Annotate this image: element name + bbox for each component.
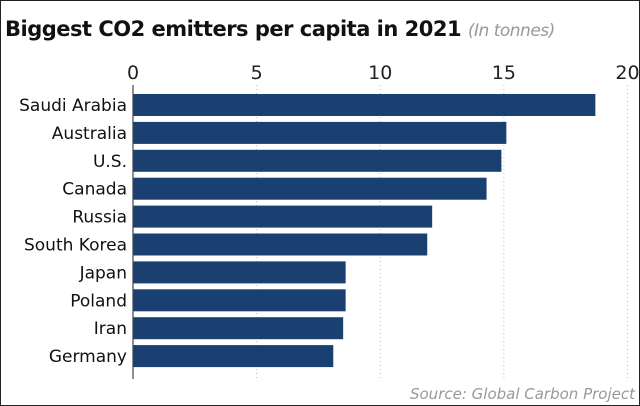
bar-south-korea [133,233,428,256]
x-tick-label: 20 [615,62,639,84]
bar-japan [133,261,346,284]
category-label: U.S. [93,152,127,172]
category-label: South Korea [24,236,127,256]
category-label: Canada [62,180,127,200]
category-label: Russia [72,208,127,228]
x-tick-label: 5 [251,62,263,84]
category-label: Saudi Arabia [19,96,127,116]
x-tick-label: 15 [492,62,516,84]
bar-iran [133,317,344,340]
category-label: Iran [94,319,127,339]
bar-australia [133,121,507,144]
category-label: Australia [52,124,127,144]
bar-canada [133,177,487,200]
bar-germany [133,345,334,368]
bar-saudi-arabia [133,94,596,116]
source-note: Source: Global Carbon Project [409,385,635,403]
category-label: Poland [70,291,127,311]
bar-u-s [133,149,502,172]
bar-poland [133,289,346,312]
category-label: Japan [79,263,127,283]
x-tick-label: 0 [127,62,139,84]
chart-subtitle: (In tonnes) [467,21,555,41]
title-text: Biggest CO2 emitters per capita in 2021 [5,17,462,41]
category-label: Germany [49,347,127,367]
x-tick-label: 10 [368,62,392,84]
chart-title: Biggest CO2 emitters per capita in 2021 … [5,17,555,41]
bar-russia [133,205,433,228]
